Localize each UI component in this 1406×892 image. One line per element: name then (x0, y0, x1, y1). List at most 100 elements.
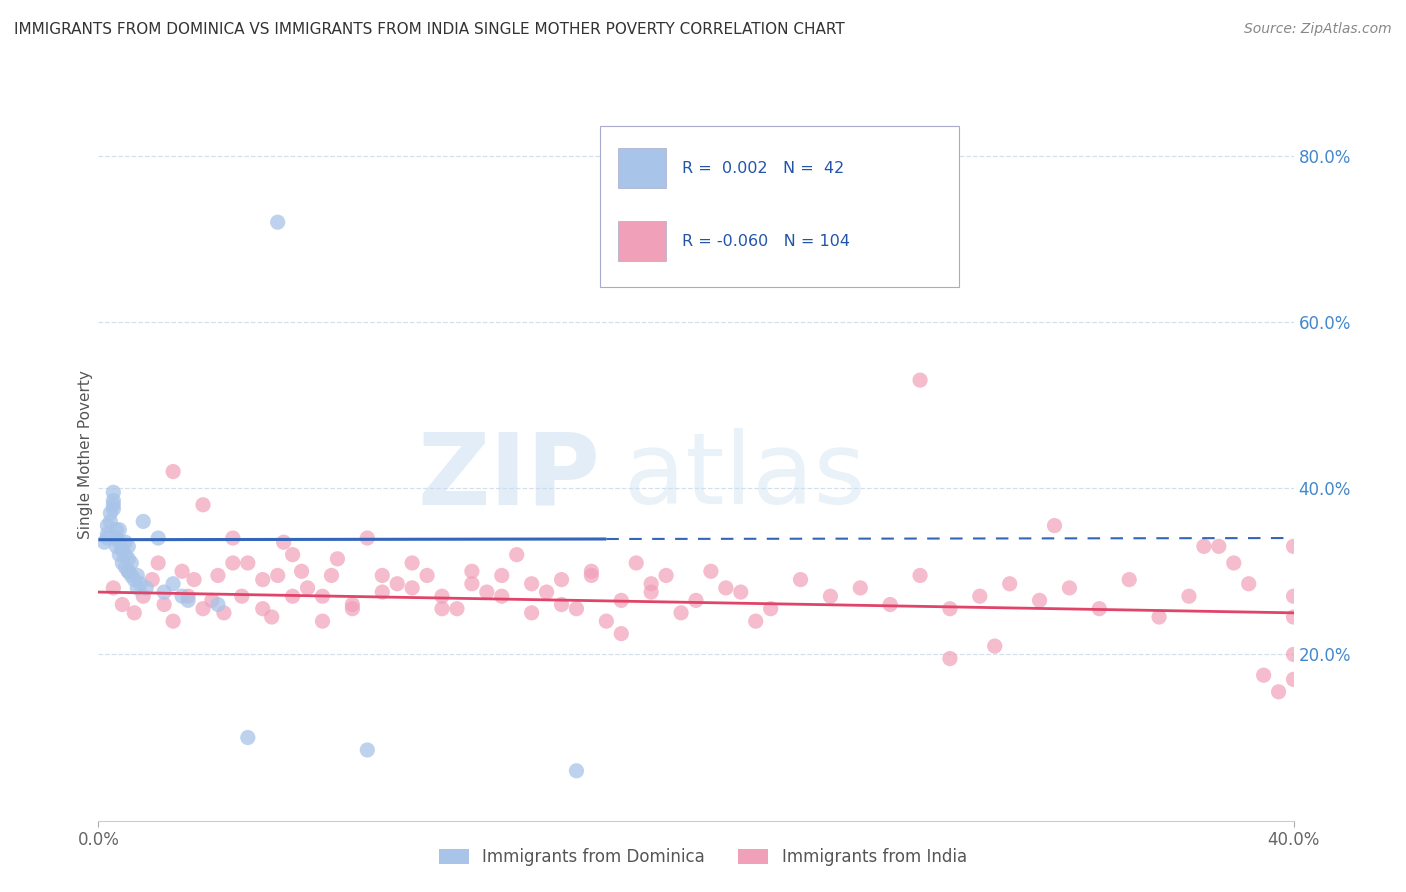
Point (96, 531, 118, 545)
Bar (600, 126, 959, 286)
Point (281, 589, 304, 603)
Point (669, 606, 692, 620)
Point (550, 573, 572, 587)
Text: ZIP: ZIP (418, 428, 600, 525)
Point (117, 564, 139, 578)
Point (475, 585, 498, 599)
Point (127, 568, 149, 582)
Point (1267, 685, 1289, 699)
Point (1043, 518, 1066, 533)
Point (536, 585, 558, 599)
Point (105, 531, 128, 545)
Point (1118, 573, 1140, 587)
Point (111, 543, 134, 558)
Point (132, 515, 155, 529)
Bar (619, 148, 666, 188)
Point (581, 564, 603, 578)
Point (1028, 593, 1050, 607)
Point (114, 548, 136, 562)
Point (655, 568, 678, 582)
Point (1088, 601, 1111, 615)
Point (626, 556, 648, 570)
Point (565, 764, 588, 778)
Point (491, 589, 513, 603)
Point (998, 576, 1021, 591)
Text: IMMIGRANTS FROM DOMINICA VS IMMIGRANTS FROM INDIA SINGLE MOTHER POVERTY CORRELAT: IMMIGRANTS FROM DOMINICA VS IMMIGRANTS F… (14, 22, 845, 37)
Point (789, 573, 811, 587)
Point (291, 564, 314, 578)
Point (117, 551, 139, 566)
Point (222, 531, 245, 545)
Point (96, 518, 118, 533)
Point (117, 539, 139, 553)
Point (700, 564, 723, 578)
Point (356, 743, 378, 757)
Y-axis label: Single Mother Poverty: Single Mother Poverty (77, 370, 93, 540)
Point (120, 568, 142, 582)
Point (640, 576, 662, 591)
Point (212, 606, 235, 620)
Point (177, 589, 200, 603)
Point (730, 585, 752, 599)
Point (311, 589, 333, 603)
Point (461, 564, 484, 578)
Point (273, 535, 295, 549)
Point (908, 373, 931, 387)
Point (108, 548, 131, 562)
Point (416, 568, 439, 582)
Text: R = -0.060   N = 104: R = -0.060 N = 104 (682, 234, 849, 249)
Point (1282, 673, 1305, 687)
Point (252, 573, 274, 587)
Point (908, 568, 931, 582)
Point (162, 576, 184, 591)
Point (96, 527, 118, 541)
Bar (619, 221, 666, 261)
Point (153, 598, 176, 612)
Point (581, 568, 603, 582)
Point (849, 581, 872, 595)
Point (260, 610, 283, 624)
Point (148, 556, 170, 570)
Point (506, 548, 529, 562)
Point (939, 651, 962, 665)
Point (1223, 556, 1246, 570)
Point (177, 593, 200, 607)
Point (685, 593, 707, 607)
Point (100, 515, 122, 529)
Point (153, 585, 176, 599)
Point (103, 493, 125, 508)
Point (461, 576, 484, 591)
Point (1237, 576, 1260, 591)
Point (311, 614, 333, 628)
Point (207, 598, 229, 612)
Point (820, 589, 842, 603)
Point (172, 564, 194, 578)
Point (162, 465, 184, 479)
Point (141, 573, 163, 587)
Point (610, 593, 633, 607)
Point (491, 568, 513, 582)
Point (342, 601, 364, 615)
Point (1208, 539, 1230, 553)
Point (342, 598, 364, 612)
Point (132, 589, 155, 603)
Point (714, 581, 737, 595)
Point (231, 589, 253, 603)
Point (610, 626, 633, 640)
Point (100, 506, 122, 520)
Point (103, 485, 125, 500)
Point (1147, 610, 1170, 624)
Point (108, 523, 131, 537)
Point (105, 539, 128, 553)
Point (281, 548, 304, 562)
Point (939, 601, 962, 615)
Point (103, 581, 125, 595)
Point (984, 639, 1007, 653)
Point (326, 551, 349, 566)
Point (162, 614, 184, 628)
Point (108, 535, 131, 549)
Point (191, 601, 214, 615)
Point (321, 568, 343, 582)
Text: Source: ZipAtlas.com: Source: ZipAtlas.com (1244, 22, 1392, 37)
Point (430, 601, 453, 615)
